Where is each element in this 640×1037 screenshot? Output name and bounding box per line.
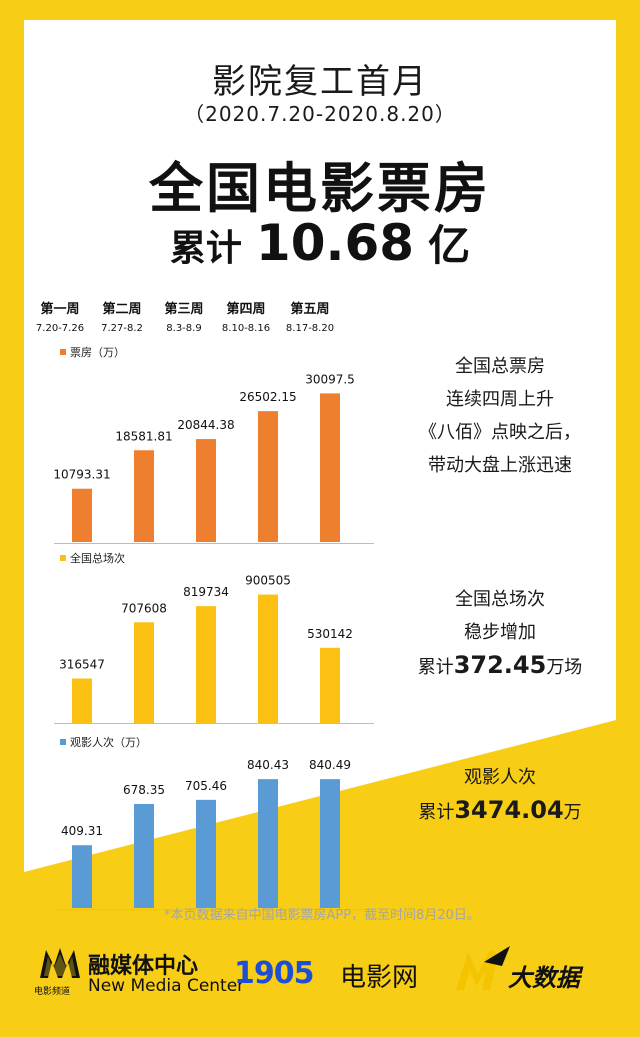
m1905-logo-number: 1905 xyxy=(234,956,314,991)
bar xyxy=(72,678,92,724)
date-range: （2020.7.20-2020.8.20） xyxy=(184,102,456,126)
legend-label: 全国总场次 xyxy=(70,551,125,565)
legend-marker xyxy=(60,555,66,561)
legend-marker xyxy=(60,739,66,745)
admissions-total: 累计3474.04万 xyxy=(384,794,616,829)
screenings-description: 全国总场次 稳步增加 累计372.45万场 xyxy=(384,583,616,684)
week-name: 第二周 xyxy=(102,302,142,317)
bar xyxy=(196,439,216,542)
data-label: 840.43 xyxy=(247,758,289,772)
data-label: 840.49 xyxy=(309,758,351,772)
admissions-chart: 观影人次（万） 409.31 678.35 705.46 840.43 840.49 xyxy=(54,735,374,910)
bar xyxy=(320,393,340,542)
m1905-logo-text: 电影网 xyxy=(340,963,419,993)
description-line: 连续四周上升 xyxy=(446,389,554,410)
admissions-description: 观影人次 累计3474.04万 xyxy=(384,761,616,829)
bar xyxy=(196,799,216,908)
description-line: 带动大盘上涨迅速 xyxy=(428,455,572,476)
data-label: 26502.15 xyxy=(239,390,296,404)
bar xyxy=(72,845,92,908)
box-office-chart: 票房（万） 10793.31 18581.81 20844.38 26502.15 300… xyxy=(54,346,374,544)
bar xyxy=(258,411,278,542)
description-line: 观影人次 xyxy=(464,767,536,788)
data-label: 20844.38 xyxy=(177,418,234,432)
total-value: 372.45 xyxy=(453,651,547,679)
bar xyxy=(258,594,278,724)
bar xyxy=(196,606,216,724)
week-4: 第四周 8.10-8.16 xyxy=(212,298,280,334)
data-label: 900505 xyxy=(245,574,291,588)
week-3: 第三周 8.3-8.9 xyxy=(150,298,218,334)
total-suffix: 万场 xyxy=(546,657,583,678)
description-line: 《八佰》点映之后， xyxy=(419,422,581,443)
legend-label: 观影人次（万） xyxy=(70,735,147,749)
media-center-name: 融媒体中心 xyxy=(88,954,199,979)
week-2: 第二周 7.27-8.2 xyxy=(88,298,156,334)
week-name: 第四周 xyxy=(226,302,266,317)
bar xyxy=(134,450,154,542)
screenings-chart: 全国总场次 316547 707608 819734 900505 530142 xyxy=(54,551,374,724)
data-label: 530142 xyxy=(307,627,353,641)
description-line: 稳步增加 xyxy=(464,622,536,643)
movie-channel-label: 电影频道 xyxy=(34,987,71,997)
week-dates: 7.20-7.26 xyxy=(35,323,85,334)
data-source-note: *本页数据来自中国电影票房APP，截至时间8月20日。 xyxy=(164,908,480,923)
content-panel: 影院复工首月 （2020.7.20-2020.8.20） 全国电影票房 累计 10… xyxy=(24,20,616,952)
bar xyxy=(258,779,278,908)
total-value: 3474.04 xyxy=(454,796,564,824)
bar xyxy=(320,647,340,724)
description-line: 全国总票房 xyxy=(455,356,545,377)
total-value: 10.68 xyxy=(255,214,415,272)
total-prefix: 累计 xyxy=(418,802,455,823)
legend-label: 票房（万） xyxy=(70,346,125,359)
bar xyxy=(134,622,154,724)
description-line: 全国总场次 xyxy=(455,589,545,610)
bar xyxy=(72,488,92,542)
movie-channel-logo-icon xyxy=(40,948,80,978)
big-data-logo-icon xyxy=(456,946,510,990)
data-label: 10793.31 xyxy=(54,468,111,482)
page-title: 影院复工首月 xyxy=(212,62,428,102)
total-suffix: 万 xyxy=(563,802,582,823)
data-label: 678.35 xyxy=(123,783,165,797)
data-label: 316547 xyxy=(59,657,105,671)
total-box-office: 累计 10.68 亿 xyxy=(24,212,616,273)
data-label: 705.46 xyxy=(185,779,227,793)
week-5: 第五周 8.17-8.20 xyxy=(276,298,344,334)
week-name: 第三周 xyxy=(164,302,204,317)
week-dates: 8.3-8.9 xyxy=(166,323,202,334)
total-prefix: 累计 xyxy=(417,657,454,678)
data-label: 30097.5 xyxy=(305,372,355,386)
box-office-description: 全国总票房 连续四周上升 《八佰》点映之后， 带动大盘上涨迅速 xyxy=(384,350,616,482)
big-data-logo-text: 大数据 xyxy=(508,964,580,992)
week-1: 第一周 7.20-7.26 xyxy=(26,298,94,334)
week-dates: 7.27-8.2 xyxy=(101,323,143,334)
total-unit: 亿 xyxy=(428,221,471,270)
bar xyxy=(134,803,154,908)
headline: 全国电影票房 xyxy=(149,157,491,220)
week-dates: 8.10-8.16 xyxy=(221,323,271,334)
data-label: 707608 xyxy=(121,601,167,615)
week-name: 第一周 xyxy=(40,302,80,317)
week-name: 第五周 xyxy=(290,302,330,317)
media-center-english: New Media Center xyxy=(88,976,245,996)
bar xyxy=(320,779,340,908)
total-label: 累计 xyxy=(169,228,242,269)
week-dates: 8.17-8.20 xyxy=(285,323,335,334)
data-label: 409.31 xyxy=(61,824,103,838)
data-label: 18581.81 xyxy=(115,429,172,443)
legend-marker xyxy=(60,349,66,355)
data-label: 819734 xyxy=(183,585,229,599)
screenings-total: 累计372.45万场 xyxy=(384,649,616,684)
